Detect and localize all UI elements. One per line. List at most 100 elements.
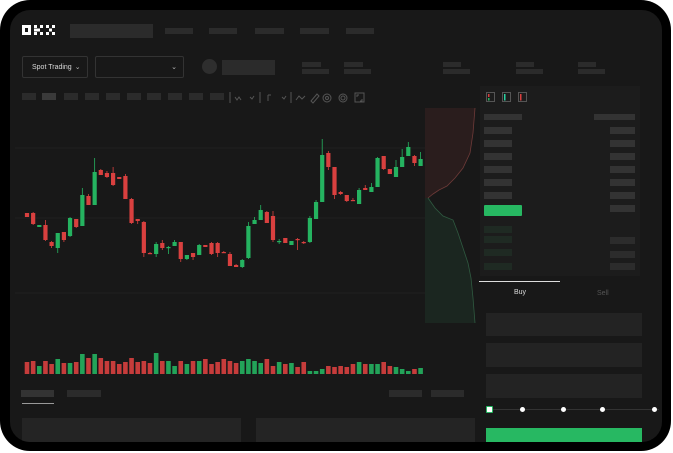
line-tool-icon[interactable]: [295, 95, 306, 101]
amount-slider-track[interactable]: [489, 409, 659, 410]
search-bar[interactable]: [70, 24, 153, 38]
volume-bar: [326, 366, 331, 374]
ask-amount: [610, 153, 635, 160]
timeframe-button[interactable]: [168, 93, 182, 100]
camera-icon[interactable]: [322, 93, 332, 103]
tab-open-orders[interactable]: [21, 390, 54, 397]
candle-body: [326, 153, 331, 167]
timeframe-button[interactable]: [64, 93, 78, 100]
candle-body: [400, 157, 405, 167]
slider-stop-50[interactable]: [561, 407, 566, 412]
nav-item[interactable]: [165, 28, 193, 34]
volume-bar: [104, 361, 110, 374]
ask-price: [484, 179, 512, 186]
candlestick-chart[interactable]: [15, 108, 427, 378]
bid-depth-line: [427, 197, 476, 324]
candle-body: [393, 167, 399, 177]
volume-bar: [135, 362, 140, 374]
sell-tab[interactable]: Sell: [597, 290, 609, 297]
volume-bar: [381, 362, 386, 374]
both-sides-icon[interactable]: [486, 92, 495, 102]
order-book-header-price: [484, 114, 522, 120]
spot-trading-label: Spot Trading: [32, 63, 72, 71]
candle-body: [160, 243, 165, 248]
candle-body: [92, 172, 97, 205]
bids-only-icon[interactable]: [502, 92, 511, 102]
volume-bar: [37, 366, 42, 374]
order-book-view-icons: [486, 92, 527, 102]
nav-item[interactable]: [346, 28, 374, 34]
buy-submit-button[interactable]: [486, 428, 642, 442]
orders-card: [256, 418, 475, 442]
slider-stop-100[interactable]: [652, 407, 657, 412]
candle-body: [258, 210, 263, 220]
fx-icon[interactable]: [267, 94, 271, 101]
slider-stop-75[interactable]: [600, 407, 605, 412]
candle-body: [123, 176, 128, 199]
buy-tab[interactable]: Buy: [514, 289, 527, 296]
timeframe-button[interactable]: [147, 93, 161, 100]
nav-item[interactable]: [209, 28, 237, 34]
candle-body: [344, 195, 349, 201]
bid-amount: [610, 237, 635, 244]
volume-bar: [55, 359, 61, 374]
timeframe-button[interactable]: [42, 93, 56, 100]
spot-trading-dropdown[interactable]: Spot Trading ⌄: [22, 56, 88, 78]
ask-price: [484, 127, 512, 134]
volume-bar: [295, 367, 300, 374]
bid-price: [484, 226, 512, 233]
amount-input[interactable]: [486, 343, 642, 367]
volume-bar: [258, 363, 263, 374]
candle-body: [307, 218, 312, 242]
pair-selector-dropdown[interactable]: ⌄: [95, 56, 184, 78]
candle-body: [277, 241, 282, 243]
candle-body: [381, 156, 386, 169]
volume-bar: [123, 362, 128, 374]
timeframe-button[interactable]: [189, 93, 203, 100]
candle-body: [178, 242, 183, 259]
timeframe-button[interactable]: [22, 93, 36, 100]
filter-button[interactable]: [389, 390, 422, 397]
volume-bar: [418, 368, 423, 374]
ask-price: [484, 153, 512, 160]
settings-icon[interactable]: [338, 93, 348, 103]
candle-body: [111, 173, 116, 185]
timeframe-button[interactable]: [210, 93, 224, 100]
volume-bar: [221, 359, 227, 374]
okx-logo[interactable]: [22, 25, 56, 35]
total-input[interactable]: [486, 374, 642, 398]
candle-body: [197, 245, 202, 255]
volume-bar: [92, 354, 97, 374]
volume-bar: [147, 363, 153, 374]
slider-stop-25[interactable]: [520, 407, 525, 412]
chevron-down-icon[interactable]: [281, 95, 287, 100]
bid-amount: [610, 251, 635, 258]
ruler-icon[interactable]: [310, 93, 320, 104]
price-input[interactable]: [486, 313, 642, 336]
fullscreen-icon[interactable]: [354, 92, 365, 103]
timeframe-button[interactable]: [127, 93, 141, 100]
candle-body: [363, 188, 368, 190]
candle-body: [129, 199, 134, 223]
asks-only-icon[interactable]: [518, 92, 527, 102]
stat-value: [302, 69, 329, 74]
nav-item[interactable]: [300, 28, 329, 34]
price-placeholder: [222, 60, 275, 75]
volume-bar: [227, 361, 233, 374]
tab-order-history[interactable]: [67, 390, 101, 397]
indicator-icon[interactable]: [234, 96, 242, 101]
filter-button[interactable]: [431, 390, 464, 397]
timeframe-button[interactable]: [106, 93, 120, 100]
volume-bar: [338, 366, 343, 374]
nav-item[interactable]: [255, 28, 284, 34]
chevron-down-icon[interactable]: [249, 95, 255, 100]
orders-card: [22, 418, 241, 442]
ask-depth-area: [425, 108, 475, 198]
candle-body: [227, 254, 233, 266]
volume-bar: [283, 364, 288, 374]
timeframe-button[interactable]: [85, 93, 99, 100]
volume-bar: [307, 371, 313, 374]
slider-handle[interactable]: [486, 406, 493, 413]
bid-depth-area: [425, 198, 475, 323]
